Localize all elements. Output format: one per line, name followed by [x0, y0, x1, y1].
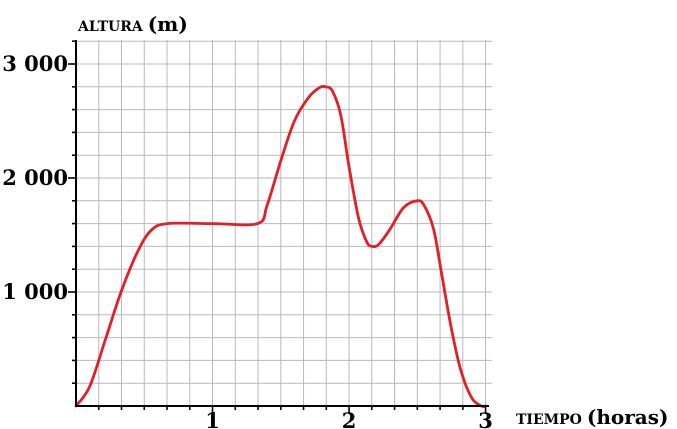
ticks — [68, 40, 487, 414]
altitude-series-line — [74, 85, 487, 408]
tick-labels: 1 000 2 000 3 000 1 2 3 — [2, 51, 493, 429]
x-tick-label: 2 — [342, 408, 357, 429]
grid — [76, 40, 493, 406]
y-axis-title-unit: (m) — [148, 12, 188, 36]
x-axis-title: TIEMPO (horas) — [516, 405, 668, 429]
y-axis-title: ALTURA (m) — [77, 12, 188, 36]
y-axis-title-word: ALTURA — [77, 19, 144, 35]
x-axis-title-unit: (horas) — [587, 405, 669, 429]
y-tick-label: 1 000 — [2, 279, 68, 304]
y-tick-label: 3 000 — [2, 51, 68, 76]
series-layer — [74, 85, 487, 408]
y-tick-label: 2 000 — [2, 165, 68, 190]
x-tick-label: 1 — [205, 408, 220, 429]
x-tick-label: 3 — [478, 408, 493, 429]
axes — [75, 40, 489, 407]
x-axis-title-word: TIEMPO — [516, 412, 582, 428]
